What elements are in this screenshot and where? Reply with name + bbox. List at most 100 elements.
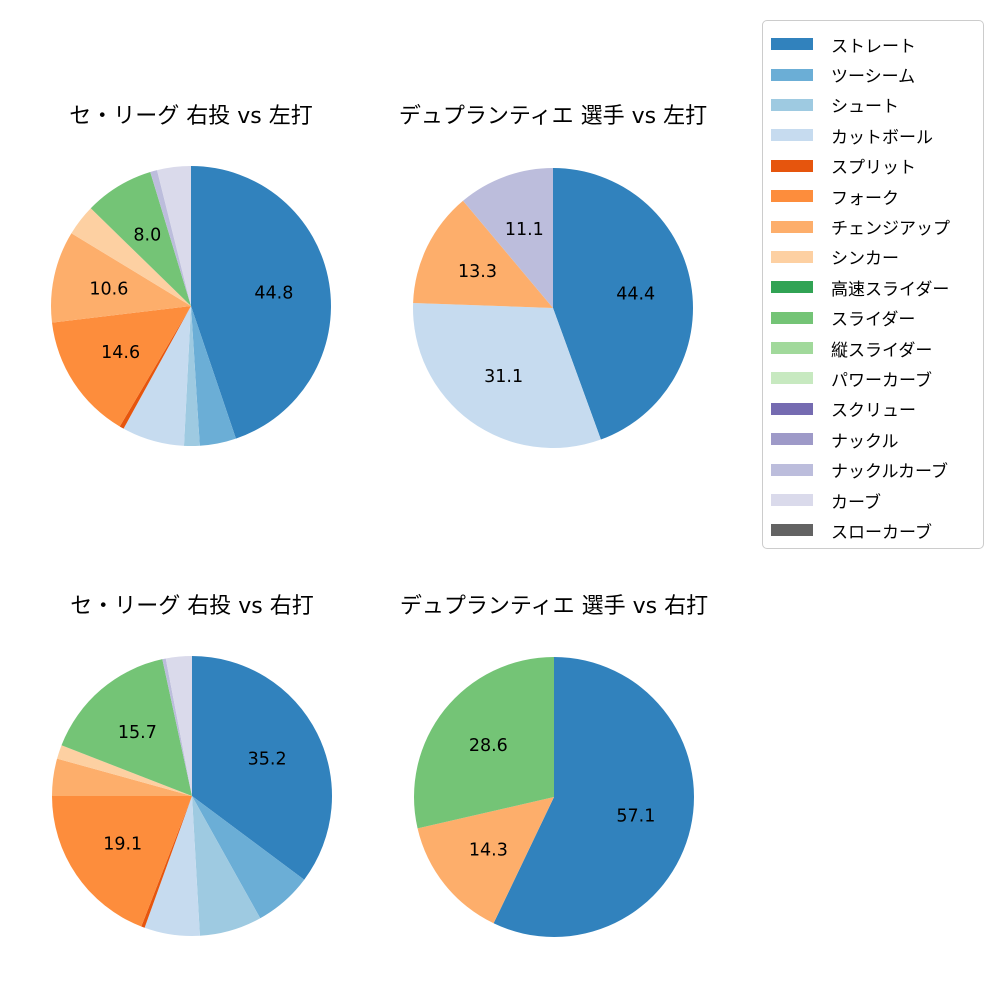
- legend-item: ナックル: [771, 424, 975, 454]
- pie-slice-ナックルカーブ: [463, 168, 553, 308]
- legend-swatch: [771, 250, 813, 263]
- legend-label: チェンジアップ: [831, 219, 950, 240]
- chart-title-ce-league-vs-right: セ・リーグ 右投 vs 右打: [70, 594, 314, 619]
- slice-value-label: 14.6: [101, 343, 140, 363]
- slice-value-label: 15.7: [118, 723, 157, 743]
- pie-slice-ツーシーム: [191, 306, 236, 446]
- legend-label: ナックルカーブ: [831, 462, 948, 483]
- pie-slice-フォーク: [52, 796, 192, 927]
- legend-item: シンカー: [771, 242, 975, 272]
- legend-item: スクリュー: [771, 394, 975, 424]
- legend-swatch: [771, 463, 813, 476]
- legend-item: 縦スライダー: [771, 333, 975, 363]
- legend-label: スローカーブ: [831, 522, 932, 543]
- pie-slice-スライダー: [414, 657, 554, 829]
- pie-slice-スプリット: [119, 306, 191, 429]
- pie-slice-スライダー: [61, 659, 192, 796]
- pie-slice-ストレート: [493, 657, 695, 937]
- legend-swatch: [771, 129, 813, 142]
- legend-item: カーブ: [771, 485, 975, 515]
- legend-label: ツーシーム: [831, 67, 916, 88]
- legend-label: カットボール: [831, 127, 933, 148]
- chart-title-duplantier-vs-left: デュプランティエ 選手 vs 左打: [398, 104, 708, 129]
- legend-item: フォーク: [771, 181, 975, 211]
- legend-label: ナックル: [831, 431, 899, 452]
- legend-swatch: [771, 342, 813, 355]
- pie-slice-シュート: [183, 306, 200, 446]
- slice-value-label: 31.1: [484, 367, 523, 387]
- pie-slice-スライダー: [90, 172, 191, 306]
- pie-slice-チェンジアップ: [417, 797, 554, 924]
- legend-swatch: [771, 402, 813, 415]
- pie-slice-チェンジアップ: [413, 200, 553, 308]
- pie-slice-カットボール: [123, 306, 191, 446]
- pie-slice-チェンジアップ: [51, 233, 191, 323]
- legend-label: 高速スライダー: [831, 279, 950, 300]
- legend-swatch: [771, 281, 813, 294]
- slice-value-label: 14.3: [469, 841, 508, 861]
- slice-value-label: 13.3: [458, 262, 497, 282]
- legend-item: カットボール: [771, 120, 975, 150]
- pie-slice-カットボール: [144, 796, 200, 937]
- pie-duplantier-vs-left: 44.4 31.1 13.3 11.1: [412, 168, 694, 449]
- chart-title-ce-league-vs-left: セ・リーグ 右投 vs 左打: [69, 104, 313, 129]
- pie-slice-ナックルカーブ: [162, 658, 192, 796]
- legend-swatch: [771, 38, 813, 51]
- legend-swatch: [771, 220, 813, 233]
- legend-item: ナックルカーブ: [771, 454, 975, 484]
- slice-value-label: 10.6: [89, 279, 128, 299]
- legend-label: スクリュー: [831, 401, 916, 422]
- pie-slice-シンカー: [57, 745, 192, 796]
- pie-slice-ナックルカーブ: [150, 170, 191, 306]
- legend-swatch: [771, 98, 813, 111]
- pie-slice-チェンジアップ: [52, 758, 192, 796]
- legend-item: ツーシーム: [771, 59, 975, 89]
- legend-item: スライダー: [771, 303, 975, 333]
- legend-item: スローカーブ: [771, 515, 975, 545]
- legend-swatch: [771, 494, 813, 507]
- legend: ストレートツーシームシュートカットボール スプリットフォークチェンジアップ シンカー…: [762, 20, 984, 549]
- legend-label: カーブ: [831, 492, 881, 513]
- chart-title-duplantier-vs-right: デュプランティエ 選手 vs 右打: [399, 594, 709, 619]
- legend-label: パワーカーブ: [831, 370, 932, 391]
- slice-value-label: 44.4: [616, 285, 655, 305]
- legend-swatch: [771, 311, 813, 324]
- legend-label: スプリット: [831, 158, 916, 179]
- pie-slice-スプリット: [141, 796, 192, 928]
- legend-swatch: [771, 372, 813, 385]
- pie-slice-フォーク: [52, 306, 191, 427]
- pie-slice-シンカー: [71, 208, 191, 306]
- legend-label: シュート: [831, 97, 899, 118]
- pie-slice-ツーシーム: [192, 796, 305, 919]
- pie-slice-ストレート: [191, 166, 331, 439]
- legend-swatch: [771, 524, 813, 537]
- pie-duplantier-vs-right: 57.1 14.3 28.6: [414, 657, 695, 937]
- pie-slice-シュート: [192, 796, 261, 936]
- slice-value-label: 28.6: [469, 736, 508, 756]
- legend-label: フォーク: [831, 188, 899, 209]
- legend-item: ストレート: [771, 29, 975, 59]
- pie-ce-league-vs-left: 44.8 14.6 10.6 8.0: [51, 166, 331, 446]
- legend-swatch: [771, 433, 813, 446]
- legend-label: ストレート: [831, 36, 916, 57]
- slice-value-label: 35.2: [248, 749, 287, 769]
- legend-label: スライダー: [831, 310, 916, 331]
- pie-slice-カーブ: [157, 166, 191, 306]
- legend-item: スプリット: [771, 151, 975, 181]
- slice-value-label: 11.1: [505, 220, 544, 240]
- pie-slice-カットボール: [412, 302, 601, 449]
- pie-slice-カーブ: [165, 656, 192, 796]
- legend-swatch: [771, 159, 813, 172]
- legend-swatch: [771, 68, 813, 81]
- slice-value-label: 8.0: [133, 225, 161, 245]
- slice-value-label: 19.1: [103, 835, 142, 855]
- legend-label: シンカー: [831, 249, 899, 270]
- pie-slice-ストレート: [192, 656, 333, 880]
- legend-item: チェンジアップ: [771, 211, 975, 241]
- legend-item: パワーカーブ: [771, 363, 975, 393]
- slice-value-label: 44.8: [254, 283, 293, 303]
- legend-label: 縦スライダー: [831, 340, 933, 361]
- legend-item: シュート: [771, 90, 975, 120]
- legend-swatch: [771, 190, 813, 203]
